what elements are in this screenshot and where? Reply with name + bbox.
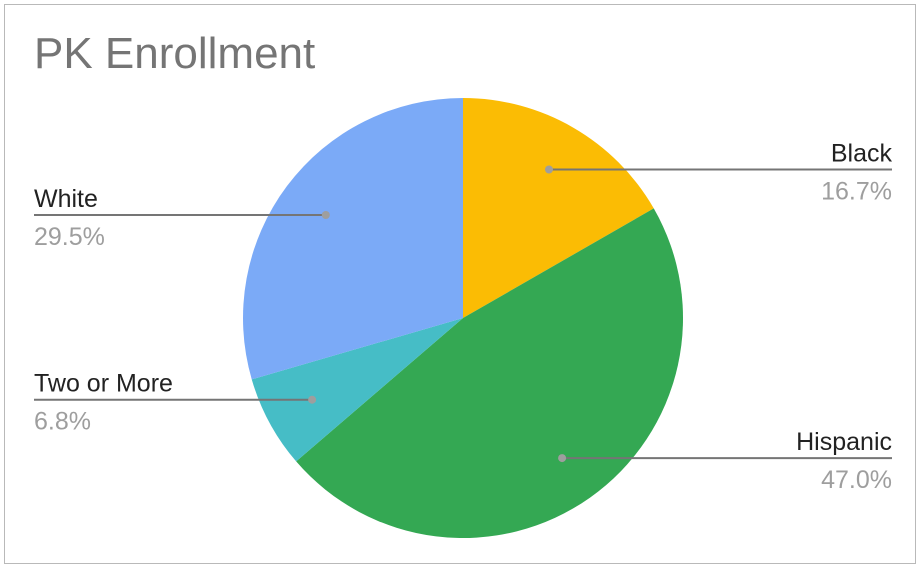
callouts: Black 16.7% Hispanic 47.0% Two or More 6.8% Wh… [34, 140, 893, 494]
callout-dot-two-or-more [308, 395, 317, 404]
pie-slice-two-or-more [251, 318, 463, 462]
slice-percent-black: 16.7% [821, 178, 892, 206]
callout-dot-hispanic [558, 454, 567, 463]
slice-label-hispanic: Hispanic [796, 428, 892, 456]
slice-label-two-or-more: Two or More [34, 370, 173, 398]
callout-dot-black [545, 165, 553, 174]
pie-slice-black [463, 98, 654, 318]
chart-title: PK Enrollment [34, 29, 315, 78]
pie-slice-hispanic [296, 208, 684, 539]
slice-label-white: White [34, 185, 98, 213]
slice-percent-white: 29.5% [34, 223, 105, 251]
pie-slices [243, 98, 684, 539]
pie-slice-white [243, 98, 463, 380]
slice-percent-two-or-more: 6.8% [34, 408, 91, 436]
callout-dot-white [321, 211, 330, 219]
slice-percent-hispanic: 47.0% [821, 466, 892, 494]
slice-label-black: Black [831, 140, 893, 168]
